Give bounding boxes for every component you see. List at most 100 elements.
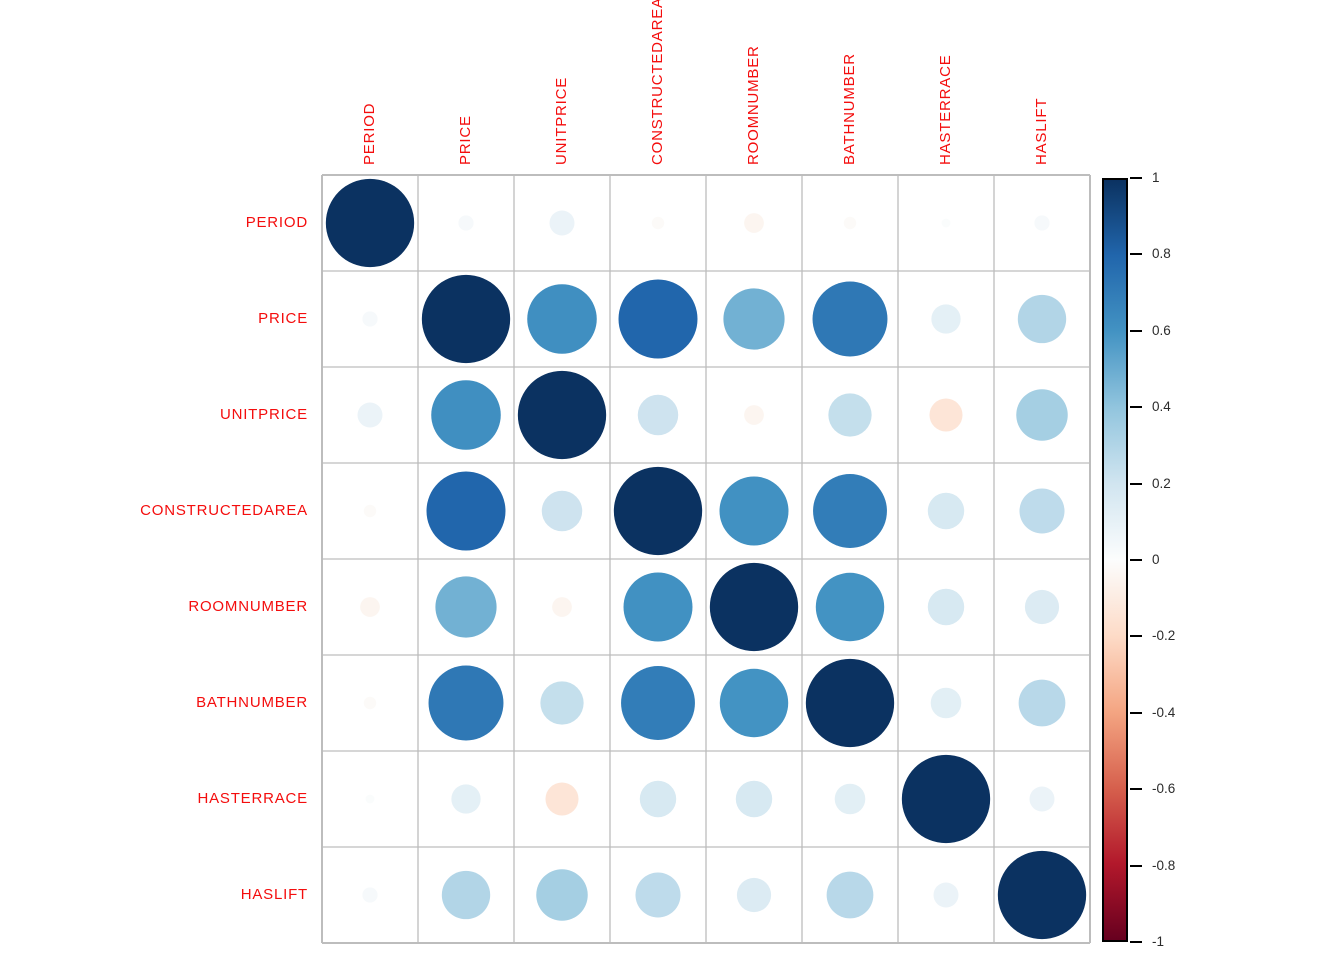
corr-circle-PRICE-ROOMNUMBER [723, 288, 785, 350]
corr-circle-PERIOD-CONSTRUCTEDAREA [651, 216, 665, 230]
colorbar-tick-label--1: -1 [1152, 934, 1165, 949]
row-label-ROOMNUMBER: ROOMNUMBER [188, 598, 308, 615]
row-label-PRICE: PRICE [258, 310, 308, 327]
corr-circle-UNITPRICE-CONSTRUCTEDAREA [637, 394, 679, 436]
corr-circle-CONSTRUCTEDAREA-CONSTRUCTEDAREA [613, 466, 703, 556]
corr-circle-UNITPRICE-HASLIFT [1016, 389, 1068, 441]
colorbar-tick-label-0.8: 0.8 [1152, 246, 1171, 262]
colorbar-tick-label--0.2: -0.2 [1152, 628, 1176, 644]
colorbar-tick [1130, 635, 1142, 638]
colorbar-tick-label--0.8: -0.8 [1152, 857, 1176, 873]
corr-circle-HASLIFT-UNITPRICE [536, 869, 588, 921]
corr-circle-UNITPRICE-UNITPRICE [517, 370, 607, 460]
col-label-ROOMNUMBER: ROOMNUMBER [745, 45, 762, 165]
corr-circle-ROOMNUMBER-PERIOD [360, 597, 380, 617]
col-label-PERIOD: PERIOD [361, 102, 378, 165]
corr-circle-PRICE-HASTERRACE [931, 304, 961, 334]
corr-circle-PRICE-UNITPRICE [527, 284, 597, 354]
corr-circle-BATHNUMBER-HASTERRACE [930, 687, 962, 719]
colorbar-tick [1130, 788, 1142, 791]
corr-circle-HASTERRACE-PRICE [451, 784, 481, 814]
colorbar [1102, 178, 1128, 942]
colorbar-tick-label-0.2: 0.2 [1152, 475, 1171, 491]
corr-circle-HASLIFT-PERIOD [362, 887, 378, 903]
corr-circle-PERIOD-PRICE [458, 215, 474, 231]
row-label-PERIOD: PERIOD [245, 214, 308, 231]
corr-circle-PRICE-CONSTRUCTEDAREA [618, 279, 698, 359]
corr-circle-HASLIFT-HASTERRACE [933, 882, 959, 908]
corr-circle-BATHNUMBER-PRICE [428, 665, 504, 741]
corr-circle-ROOMNUMBER-UNITPRICE [552, 597, 572, 617]
corr-circle-CONSTRUCTEDAREA-PERIOD [363, 504, 377, 518]
colorbar-tick-label--0.4: -0.4 [1152, 704, 1176, 720]
corr-circle-ROOMNUMBER-HASTERRACE [927, 588, 965, 626]
col-label-BATHNUMBER: BATHNUMBER [841, 53, 858, 165]
colorbar-tick [1130, 711, 1142, 714]
corr-circle-ROOMNUMBER-ROOMNUMBER [709, 562, 799, 652]
row-label-CONSTRUCTEDAREA: CONSTRUCTEDAREA [140, 502, 308, 519]
corr-circle-PRICE-HASLIFT [1017, 294, 1067, 344]
corr-circle-UNITPRICE-HASTERRACE [929, 398, 963, 432]
corr-circle-HASTERRACE-PERIOD [365, 794, 375, 804]
corr-circle-CONSTRUCTEDAREA-HASLIFT [1019, 488, 1065, 534]
colorbar-tick-label-0.4: 0.4 [1152, 399, 1171, 415]
colorbar-tick-label-0.6: 0.6 [1152, 322, 1171, 338]
corr-circle-CONSTRUCTEDAREA-ROOMNUMBER [719, 476, 789, 546]
corr-circle-HASLIFT-ROOMNUMBER [736, 877, 772, 913]
corr-circle-HASLIFT-CONSTRUCTEDAREA [635, 872, 681, 918]
colorbar-tick [1130, 864, 1142, 867]
corr-circle-BATHNUMBER-BATHNUMBER [805, 658, 895, 748]
row-label-UNITPRICE: UNITPRICE [219, 406, 308, 423]
colorbar-tick [1130, 559, 1142, 561]
corr-circle-UNITPRICE-ROOMNUMBER [744, 405, 764, 425]
corr-circle-BATHNUMBER-PERIOD [363, 696, 377, 710]
corr-circle-PERIOD-ROOMNUMBER [744, 213, 764, 233]
colorbar-tick-label--0.6: -0.6 [1152, 781, 1176, 797]
colorbar-tick-label-1: 1 [1152, 170, 1160, 185]
corr-circle-HASLIFT-PRICE [441, 870, 491, 920]
corr-circle-PRICE-PRICE [421, 274, 511, 364]
corr-circle-HASTERRACE-BATHNUMBER [834, 783, 866, 815]
corr-circle-PERIOD-HASLIFT [1034, 215, 1050, 231]
colorbar-tick-label-0: 0 [1152, 552, 1160, 567]
col-label-UNITPRICE: UNITPRICE [553, 76, 570, 165]
corr-circle-ROOMNUMBER-CONSTRUCTEDAREA [623, 572, 693, 642]
colorbar-tick [1130, 253, 1142, 256]
corr-circle-ROOMNUMBER-HASLIFT [1024, 589, 1060, 625]
col-label-HASTERRACE: HASTERRACE [937, 54, 954, 165]
corr-circle-ROOMNUMBER-PRICE [435, 576, 497, 638]
corr-circle-HASTERRACE-UNITPRICE [545, 782, 579, 816]
corr-circle-BATHNUMBER-UNITPRICE [540, 681, 584, 725]
colorbar-tick [1130, 482, 1142, 485]
col-label-HASLIFT: HASLIFT [1033, 97, 1050, 165]
col-label-PRICE: PRICE [457, 115, 474, 165]
corr-circle-PRICE-BATHNUMBER [812, 281, 888, 357]
corr-circle-HASLIFT-HASLIFT [997, 850, 1087, 940]
row-label-BATHNUMBER: BATHNUMBER [196, 694, 308, 711]
colorbar-tick [1130, 941, 1142, 943]
corr-circle-UNITPRICE-PERIOD [357, 402, 383, 428]
corr-circle-ROOMNUMBER-BATHNUMBER [815, 572, 885, 642]
corr-circle-PERIOD-PERIOD [325, 178, 415, 268]
corr-circle-BATHNUMBER-CONSTRUCTEDAREA [621, 666, 695, 740]
corr-circle-CONSTRUCTEDAREA-HASTERRACE [927, 492, 965, 530]
row-label-HASTERRACE: HASTERRACE [197, 790, 308, 807]
corr-circle-HASTERRACE-ROOMNUMBER [735, 780, 773, 818]
colorbar-tick [1130, 406, 1142, 409]
colorbar-tick [1130, 329, 1142, 332]
corr-circle-PRICE-PERIOD [362, 311, 378, 327]
corr-circle-CONSTRUCTEDAREA-UNITPRICE [541, 490, 583, 532]
corr-circle-PERIOD-UNITPRICE [549, 210, 575, 236]
corr-circle-UNITPRICE-PRICE [431, 380, 501, 450]
corr-circle-UNITPRICE-BATHNUMBER [828, 393, 872, 437]
corr-circle-HASTERRACE-HASTERRACE [901, 754, 991, 844]
corr-circle-BATHNUMBER-HASLIFT [1018, 679, 1066, 727]
corr-circle-BATHNUMBER-ROOMNUMBER [719, 668, 789, 738]
corr-circle-PERIOD-BATHNUMBER [843, 216, 857, 230]
colorbar-tick [1130, 177, 1142, 179]
corr-circle-HASTERRACE-HASLIFT [1029, 786, 1055, 812]
corr-circle-PERIOD-HASTERRACE [941, 218, 951, 228]
corr-circle-HASTERRACE-CONSTRUCTEDAREA [639, 780, 677, 818]
